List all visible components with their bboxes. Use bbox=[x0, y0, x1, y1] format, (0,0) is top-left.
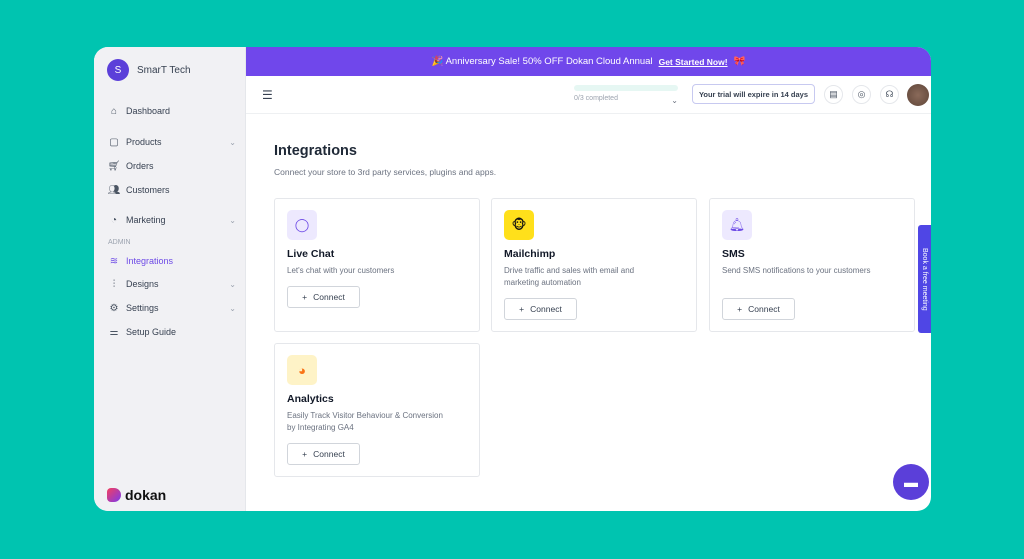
user-avatar[interactable] bbox=[907, 84, 929, 106]
button-label: Connect bbox=[313, 449, 345, 459]
integration-card-live-chat: ◯ Live Chat Let's chat with your custome… bbox=[274, 198, 480, 332]
connect-button[interactable]: + Connect bbox=[504, 298, 577, 320]
connect-button[interactable]: + Connect bbox=[722, 298, 795, 320]
sidebar-item-integrations[interactable]: ≋ Integrations bbox=[108, 253, 236, 269]
sliders-icon: ⫶ bbox=[112, 278, 116, 290]
plus-icon: + bbox=[302, 292, 308, 302]
users-icon: 👥︎ bbox=[107, 184, 121, 196]
book-meeting-tab[interactable]: Book a free meeting bbox=[918, 225, 931, 333]
connect-button[interactable]: + Connect bbox=[287, 443, 360, 465]
button-label: Connect bbox=[313, 292, 345, 302]
chevron-down-icon: ⌄ bbox=[229, 215, 236, 225]
store-name: SmarT Tech bbox=[137, 64, 191, 76]
chevron-down-icon: ⌄ bbox=[229, 137, 236, 147]
app-window: S SmarT Tech ⌂ Dashboard ▢ Products ⌄ 🛒︎ Ord… bbox=[94, 47, 931, 511]
trial-button[interactable]: Your trial will expire in 14 days bbox=[692, 84, 815, 104]
page-title: Integrations bbox=[274, 143, 357, 159]
label: Setup Guide bbox=[126, 327, 177, 337]
card-title: SMS bbox=[722, 248, 745, 260]
chat-icon: ◯ bbox=[287, 210, 317, 240]
integration-card-mailchimp: 🐵︎ Mailchimp Drive traffic and sales wit… bbox=[491, 198, 697, 332]
card-title: Live Chat bbox=[287, 248, 335, 260]
analytics-icon: ◕ bbox=[287, 355, 317, 385]
mailchimp-icon: 🐵︎ bbox=[504, 210, 534, 240]
progress-bar bbox=[574, 85, 678, 91]
promo-banner: 🎉 Anniversary Sale! 50% OFF Dokan Cloud … bbox=[246, 47, 931, 76]
sidebar-item-marketing[interactable]: ◔ Marketing ⌄ bbox=[108, 212, 236, 228]
chevron-down-icon: ⌄ bbox=[229, 303, 236, 313]
progress-text: 0/3 completed bbox=[574, 95, 618, 102]
chevron-down-icon: ⌄ bbox=[229, 279, 236, 289]
home-icon: ⌂ bbox=[110, 105, 118, 117]
plus-icon: + bbox=[737, 304, 743, 314]
card-description: Let's chat with your customers bbox=[287, 266, 395, 275]
chevron-down-icon: ⌄ bbox=[671, 96, 678, 105]
sidebar-item-dashboard[interactable]: ⌂ Dashboard bbox=[108, 103, 236, 119]
sidebar-item-setup-guide[interactable]: ⚌ Setup Guide bbox=[108, 324, 236, 340]
store-icon[interactable]: ▤ bbox=[824, 85, 843, 104]
label: Designs bbox=[126, 279, 159, 289]
get-started-link[interactable]: Get Started Now! bbox=[658, 56, 728, 67]
pie-chart-icon: ◔ bbox=[110, 214, 118, 226]
logo-mark bbox=[107, 488, 121, 502]
plus-icon: + bbox=[302, 449, 308, 459]
label: Customers bbox=[126, 185, 170, 195]
connect-button[interactable]: + Connect bbox=[287, 286, 360, 308]
label: Settings bbox=[126, 303, 159, 313]
banner-text: 🎉 Anniversary Sale! 50% OFF Dokan Cloud … bbox=[431, 56, 653, 67]
dokan-logo: dokan bbox=[107, 487, 166, 503]
bell-icon: 🔔︎ bbox=[722, 210, 752, 240]
button-label: Connect bbox=[530, 304, 562, 314]
cart-icon: 🛒︎ bbox=[107, 160, 121, 172]
chat-bubble-icon: ▬ bbox=[904, 474, 918, 490]
page-subtitle: Connect your store to 3rd party services… bbox=[274, 167, 497, 177]
sidebar-item-customers[interactable]: 👥︎ Customers bbox=[108, 182, 236, 198]
card-description: Easily Track Visitor Behaviour & Convers… bbox=[287, 411, 443, 432]
logo-text: dokan bbox=[125, 487, 167, 503]
chat-widget-button[interactable]: ▬ bbox=[893, 464, 929, 500]
layers-icon: ≋ bbox=[109, 255, 119, 267]
sidebar-item-designs[interactable]: ⫶ Designs ⌄ bbox=[108, 276, 236, 292]
store-switcher[interactable]: S SmarT Tech bbox=[107, 59, 191, 81]
sidebar: S SmarT Tech ⌂ Dashboard ▢ Products ⌄ 🛒︎ Ord… bbox=[94, 47, 246, 511]
bag-icon: ▢ bbox=[109, 136, 119, 148]
integration-card-sms: 🔔︎ SMS Send SMS notifications to your cu… bbox=[709, 198, 915, 332]
menu-icon[interactable]: ☰ bbox=[262, 88, 273, 102]
label: Products bbox=[126, 137, 162, 147]
label: Integrations bbox=[126, 256, 174, 266]
card-title: Mailchimp bbox=[504, 248, 556, 260]
ribbon-emoji: 🎀 bbox=[733, 56, 746, 67]
sidebar-item-settings[interactable]: ⚙ Settings ⌄ bbox=[108, 300, 236, 316]
plus-icon: + bbox=[519, 304, 525, 314]
sidebar-item-orders[interactable]: 🛒︎ Orders bbox=[108, 158, 236, 174]
store-avatar: S bbox=[107, 59, 129, 81]
label: Dashboard bbox=[126, 106, 171, 116]
integrations-page: Integrations Connect your store to 3rd p… bbox=[274, 143, 496, 177]
button-label: Connect bbox=[748, 304, 780, 314]
card-description: Send SMS notifications to your customers bbox=[722, 266, 871, 275]
card-title: Analytics bbox=[287, 393, 334, 405]
label: Orders bbox=[126, 161, 154, 171]
top-bar: ☰ 0/3 completed ⌄ Your trial will expire… bbox=[246, 76, 931, 114]
section-label-admin: ADMIN bbox=[108, 239, 131, 246]
gear-icon: ⚙ bbox=[109, 302, 119, 314]
sidebar-item-products[interactable]: ▢ Products ⌄ bbox=[108, 134, 236, 150]
adjust-icon: ⚌ bbox=[109, 326, 119, 338]
card-description: Drive traffic and sales with email and m… bbox=[504, 266, 635, 287]
setup-progress[interactable]: 0/3 completed ⌄ bbox=[574, 85, 678, 105]
support-icon[interactable]: ☊ bbox=[880, 85, 899, 104]
globe-icon[interactable]: ◎ bbox=[852, 85, 871, 104]
integration-card-analytics: ◕ Analytics Easily Track Visitor Behavio… bbox=[274, 343, 480, 477]
label: Marketing bbox=[126, 215, 166, 225]
